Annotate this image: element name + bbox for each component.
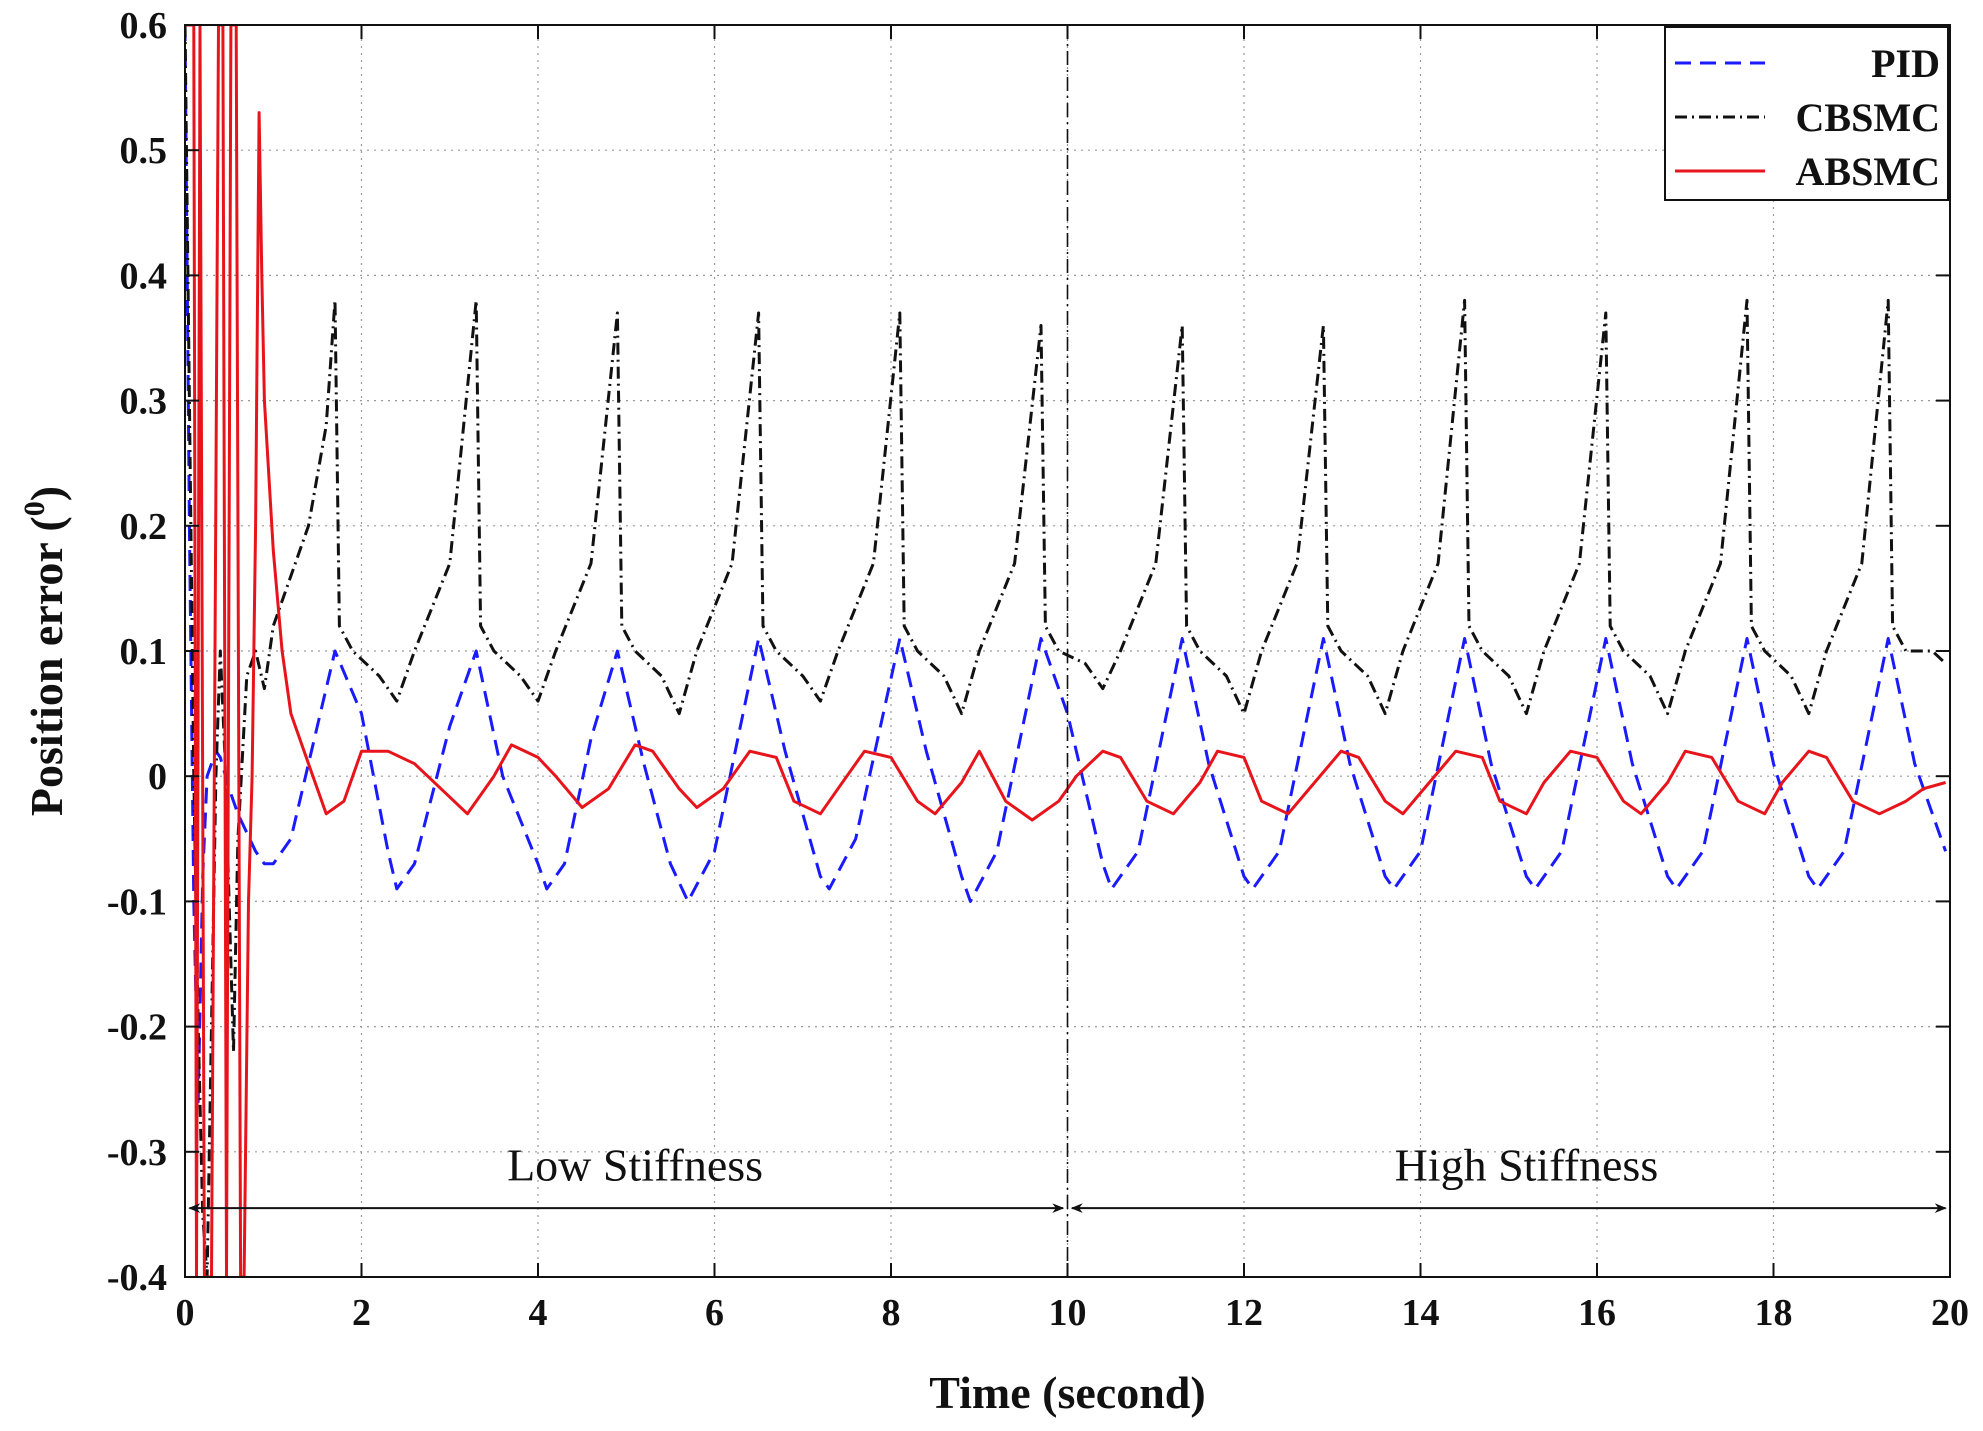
legend-label-cbsmc: CBSMC — [1796, 95, 1940, 140]
tick-labels: 0 2 4 6 8 10 12 14 16 18 20 -0.4 -0.3 -0.2 -0.1 0 0.1 0.2… — [107, 5, 1969, 1334]
series-line-absmc — [185, 25, 1947, 1277]
y-axis-title-close: ) — [21, 486, 72, 501]
legend-label-absmc: ABSMC — [1796, 149, 1940, 194]
y-tick-label: 0.5 — [120, 130, 168, 172]
y-tick-label: 0.2 — [120, 506, 168, 548]
x-tick-label: 16 — [1578, 1292, 1616, 1334]
y-tick-label: 0.1 — [120, 631, 168, 673]
y-axis-title: Position error (0) — [18, 486, 72, 816]
region-label-0: Low Stiffness — [507, 1139, 763, 1190]
x-tick-label: 18 — [1755, 1292, 1793, 1334]
y-axis-title-superscript: 0 — [18, 501, 51, 516]
y-tick-label: 0.6 — [120, 5, 168, 47]
y-tick-label: 0 — [148, 756, 167, 798]
y-tick-label: -0.3 — [107, 1132, 167, 1174]
y-tick-label: 0.3 — [120, 381, 168, 423]
x-tick-label: 0 — [176, 1292, 195, 1334]
x-tick-label: 20 — [1931, 1292, 1969, 1334]
x-tick-label: 8 — [882, 1292, 901, 1334]
x-tick-label: 2 — [352, 1292, 371, 1334]
y-tick-label: -0.1 — [107, 881, 167, 923]
x-tick-label: 12 — [1225, 1292, 1263, 1334]
series-line-cbsmc — [185, 25, 1947, 1277]
x-axis-title: Time (second) — [929, 1367, 1205, 1418]
y-tick-label: 0.4 — [120, 255, 168, 297]
x-tick-label: 6 — [705, 1292, 724, 1334]
legend: PID CBSMC ABSMC — [1664, 26, 1949, 201]
x-tick-label: 10 — [1049, 1292, 1087, 1334]
legend-label-pid: PID — [1871, 41, 1940, 86]
series-line-pid — [185, 25, 1948, 1104]
x-tick-label: 14 — [1402, 1292, 1440, 1334]
y-axis-title-main: Position error ( — [21, 516, 72, 816]
ticks — [184, 24, 1951, 1278]
series-group — [185, 25, 1948, 1277]
y-tick-label: -0.4 — [107, 1257, 167, 1299]
x-tick-label: 4 — [529, 1292, 548, 1334]
region-label-1: High Stiffness — [1395, 1139, 1659, 1190]
y-tick-label: -0.2 — [107, 1007, 167, 1049]
annotations: Low Stiffness High Stiffness — [188, 25, 1947, 1277]
